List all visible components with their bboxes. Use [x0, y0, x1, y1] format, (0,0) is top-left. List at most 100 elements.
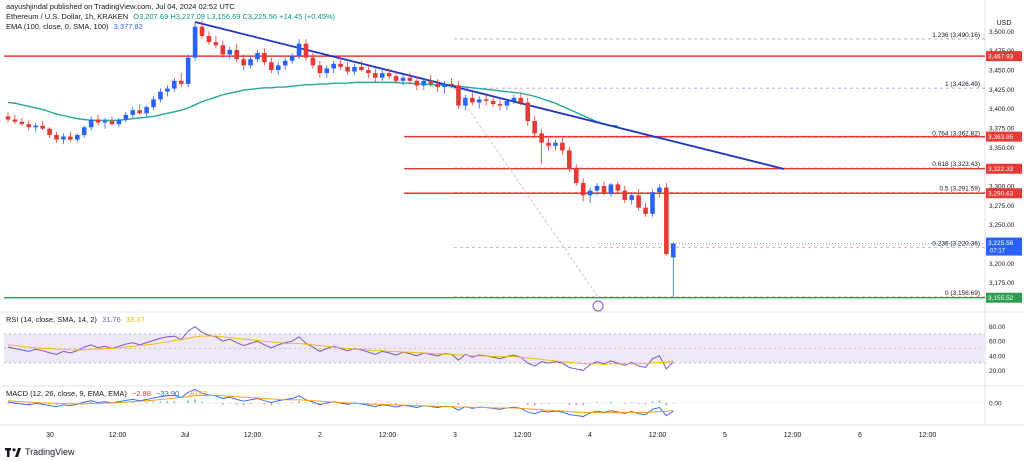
fib-level-label: 0.236 (3,220.36)	[932, 241, 980, 248]
time-tick-label: 12:00	[784, 432, 802, 439]
candle-body	[40, 125, 45, 129]
time-tick-label: 12:00	[649, 432, 667, 439]
candle-body	[490, 100, 496, 105]
candle-body	[518, 97, 524, 103]
candle-body	[289, 56, 295, 61]
candle-body	[608, 184, 614, 194]
candle-body	[116, 119, 122, 125]
rsi-tick-label: 20.00	[989, 368, 1006, 375]
time-tick-label: 12:00	[919, 432, 937, 439]
rsi-signal-line	[7, 335, 674, 366]
last-price-tag	[986, 237, 1022, 256]
macd-hist-value: −2.88	[131, 389, 151, 398]
candle-body	[178, 80, 184, 84]
candle-body	[664, 187, 669, 255]
price-axis-tag-label: 3,467.93	[988, 54, 1014, 61]
rsi-legend: RSI (14, close, SMA, 14, 2) 31.76 33.37	[6, 315, 148, 324]
candle-body	[234, 49, 239, 60]
candle-body	[407, 77, 413, 81]
candle-body	[172, 80, 177, 89]
candle-body	[19, 121, 25, 125]
time-tick-label: 4	[588, 432, 592, 439]
candle-body	[26, 124, 32, 128]
footer-brand[interactable]: TradingView	[5, 447, 75, 457]
macd-tick-label: 0.00	[989, 401, 1002, 408]
candle-body	[580, 182, 586, 196]
publisher-line: aayushjindal published on TradingView.co…	[6, 2, 235, 11]
candle-body	[165, 88, 170, 92]
candle-body	[123, 114, 129, 120]
candle-body	[33, 125, 39, 128]
candle-body	[109, 121, 115, 125]
candle-body	[331, 63, 337, 69]
fib-level-label: 0.618 (3,323.43)	[932, 161, 980, 168]
price-axis-tag	[986, 292, 1022, 303]
candle-body	[504, 100, 510, 106]
candle-body	[303, 43, 309, 58]
candle-body	[573, 168, 579, 183]
candle-body	[476, 99, 482, 103]
rsi-signal-value: 33.37	[125, 315, 145, 324]
macd-value: −33.90	[156, 389, 180, 398]
time-tick-label: 12:00	[379, 432, 397, 439]
fib-level-label: 0.764 (3,362.82)	[932, 130, 980, 137]
candle-body	[622, 190, 628, 200]
ema-legend: EMA (100, close, 0, SMA, 100) 3,377.82	[6, 22, 146, 31]
candle-body	[629, 195, 634, 200]
price-tick-label: 3,350.00	[989, 145, 1015, 152]
price-axis-tag-label: 3,155.52	[988, 295, 1014, 302]
candle-body	[657, 187, 662, 193]
candle-body	[428, 80, 434, 84]
candle-body	[5, 116, 11, 120]
price-tick-label: 3,375.00	[989, 126, 1015, 133]
time-tick-label: 12:00	[244, 432, 262, 439]
candle-body	[262, 52, 267, 63]
candle-body	[137, 110, 142, 114]
price-axis-tag-label: 3,363.85	[988, 134, 1014, 141]
ohlc-values: O3,207.69 H3,227.09 L3,156.69 C3,225.56 …	[133, 12, 336, 21]
candle-body	[470, 97, 475, 103]
candle-body	[338, 63, 343, 67]
macd-signal-line	[7, 394, 674, 414]
candle-body	[130, 110, 136, 115]
rsi-tick-label: 80.00	[989, 324, 1006, 331]
candle-body	[282, 60, 288, 66]
macd-legend: MACD (12, 26, close, 9, EMA, EMA) −2.88 …	[6, 389, 210, 398]
candle-body	[213, 42, 219, 46]
time-tick-label: 3	[453, 432, 457, 439]
candle-body	[151, 99, 156, 108]
symbol-name: Ethereum / U.S. Dollar, 1h, KRAKEN	[6, 12, 129, 21]
ema-value: 3,377.82	[113, 22, 143, 31]
time-tick-label: 12:00	[514, 432, 532, 439]
event-marker-icon	[592, 300, 604, 312]
candle-body	[158, 91, 163, 100]
candle-body	[241, 59, 246, 66]
candle-body	[81, 127, 87, 135]
bearish-trendline	[194, 21, 785, 170]
candle-body	[483, 99, 489, 101]
candle-body	[54, 134, 59, 140]
candle-body	[511, 97, 517, 101]
price-tick-label: 3,250.00	[989, 222, 1015, 229]
candle-body	[12, 119, 18, 122]
candle-body	[442, 83, 447, 88]
price-tick-label: 3,425.00	[989, 87, 1015, 94]
price-axis-tag	[986, 51, 1022, 62]
candle-body	[310, 57, 316, 66]
candle-body	[463, 97, 468, 106]
candle-body	[546, 142, 551, 146]
candle-body	[75, 134, 80, 140]
price-axis-tag	[986, 131, 1022, 142]
candle-body	[553, 142, 558, 146]
candle-body	[255, 52, 260, 60]
candle-body	[421, 80, 427, 86]
time-tick-label: 5	[723, 432, 727, 439]
rsi-tick-label: 60.00	[989, 339, 1006, 346]
candle-body	[449, 83, 454, 86]
rsi-tick-label: 40.00	[989, 353, 1006, 360]
rsi-value: 31.76	[101, 315, 121, 324]
fib-level-label: 0.5 (3,291.59)	[940, 186, 980, 193]
candle-body	[435, 83, 440, 88]
